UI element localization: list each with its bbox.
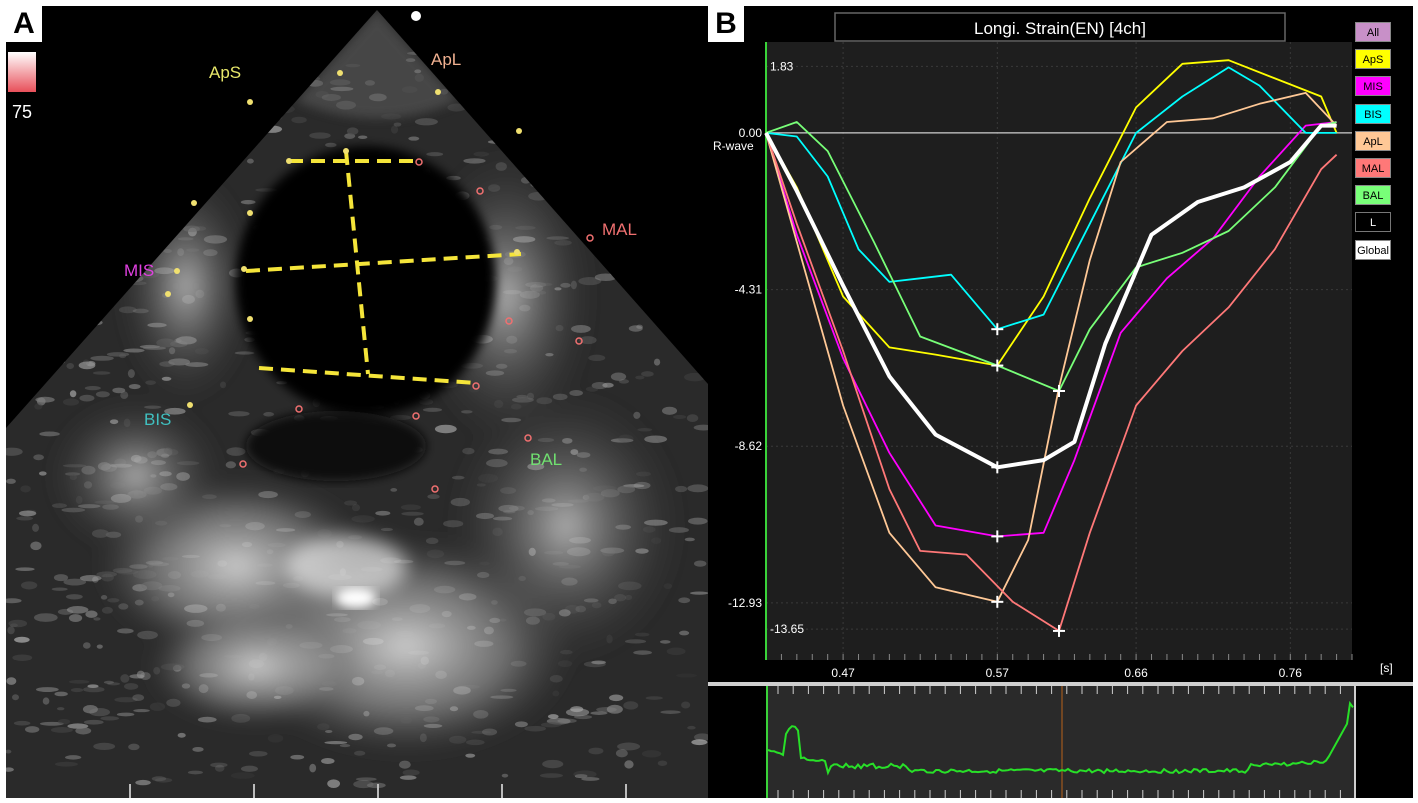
x-unit-label: [s]	[1380, 661, 1393, 675]
peak-marker	[991, 461, 1004, 474]
y-tick-label: -4.31	[735, 283, 763, 297]
panel-a-letter: A	[6, 6, 42, 42]
x-tick-label: 0.76	[1279, 666, 1303, 680]
legend-all[interactable]: All	[1355, 22, 1391, 42]
legend-global[interactable]: Global	[1355, 239, 1391, 260]
x-tick-label: 0.57	[986, 666, 1010, 680]
legend-apl[interactable]: ApL	[1355, 130, 1391, 151]
series-line-global	[764, 123, 1337, 470]
legend-mis[interactable]: MIS	[1355, 76, 1391, 97]
peak-marker	[1053, 384, 1065, 397]
label-bis: BIS	[144, 410, 171, 429]
y-tick-label: -8.62	[735, 439, 763, 453]
strain-chart: Longi. Strain(EN) [4ch] 1.83 0.00 -4.31 -8.…	[708, 6, 1413, 798]
label-aps: ApS	[209, 63, 241, 82]
x-tick-label: 0.66	[1124, 666, 1148, 680]
y-tick-label: -13.65	[770, 622, 804, 636]
legend-l[interactable]: L	[1355, 212, 1391, 233]
chart-title: Longi. Strain(EN) [4ch]	[974, 19, 1146, 38]
label-bal: BAL	[530, 450, 562, 469]
strain-panel: Longi. Strain(EN) [4ch] 1.83 0.00 -4.31 -8.…	[708, 6, 1413, 798]
series-line-bis	[765, 66, 1337, 331]
ecg-trace	[767, 700, 1354, 776]
label-mal: MAL	[602, 220, 637, 239]
peak-marker	[991, 595, 1004, 608]
label-apl: ApL	[431, 50, 461, 69]
y-tick-label: -12.93	[728, 596, 762, 610]
legend-mal[interactable]: MAL	[1355, 158, 1391, 178]
y-tick-label: 0.00	[739, 126, 763, 140]
label-mis: MIS	[124, 261, 154, 280]
x-tick-label: 0.47	[831, 666, 855, 680]
echo-panel: 75 ApS ApL MAL MIS BIS BAL A	[6, 6, 708, 798]
peak-marker	[991, 530, 1004, 543]
r-wave-label: R-wave	[713, 139, 754, 153]
legend-bis[interactable]: BIS	[1355, 103, 1391, 124]
series-line-bal	[765, 121, 1337, 392]
peak-marker	[1053, 624, 1065, 637]
echo-image: 75 ApS ApL MAL MIS BIS BAL	[6, 10, 708, 798]
panel-b-letter: B	[708, 6, 744, 42]
peak-marker	[991, 323, 1004, 336]
legend-bal[interactable]: BAL	[1355, 185, 1391, 206]
legend-aps[interactable]: ApS	[1355, 49, 1391, 70]
y-tick-label: 1.83	[770, 59, 794, 73]
scale-value: 75	[12, 102, 32, 122]
peak-marker	[991, 359, 1004, 372]
